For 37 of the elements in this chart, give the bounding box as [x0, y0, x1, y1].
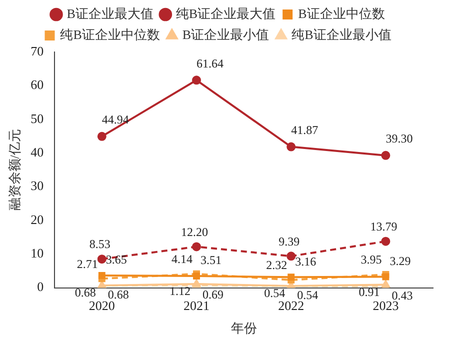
data-label: 0.54 — [264, 286, 286, 300]
data-label: 0.68 — [74, 286, 96, 300]
legend-label: 纯B证企业中位数 — [60, 26, 160, 42]
data-label: 2.32 — [266, 258, 288, 272]
y-tick-label: 20 — [30, 212, 44, 227]
data-label: 8.53 — [89, 237, 110, 252]
y-tick-label: 60 — [30, 77, 44, 92]
y-axis-title: 融资余额/亿元 — [7, 129, 22, 211]
data-label: 61.64 — [196, 56, 224, 70]
data-label: 9.39 — [278, 234, 300, 248]
data-label: 44.94 — [102, 112, 129, 127]
y-tick-label: 0 — [37, 279, 44, 294]
legend-label: 纯B证企业最小值 — [292, 26, 392, 42]
data-label: 0.91 — [358, 284, 380, 299]
legend-label: B证企业最大值 — [66, 6, 154, 21]
data-label: 3.51 — [200, 253, 222, 268]
data-label: 1.12 — [170, 284, 190, 298]
data-label: 2.71 — [76, 256, 98, 271]
legend-label: 纯B证企业最大值 — [176, 6, 276, 21]
y-tick-label: 10 — [30, 246, 44, 261]
x-axis-title: 年份 — [230, 320, 257, 336]
y-tick-label: 50 — [30, 110, 44, 126]
data-label: 41.87 — [291, 122, 318, 137]
y-tick-label: 40 — [30, 144, 44, 160]
data-label: 4.14 — [172, 252, 192, 266]
data-label: 3.29 — [390, 254, 411, 268]
legend-label: B证企业最小值 — [182, 26, 270, 42]
data-label: 39.30 — [386, 132, 413, 146]
data-label: 3.95 — [360, 252, 382, 267]
data-label: 3.65 — [106, 252, 127, 267]
data-label: 12.20 — [181, 224, 208, 239]
y-tick-label: 70 — [30, 43, 44, 58]
y-tick-label: 30 — [30, 178, 44, 194]
x-tick-label: 2023 — [372, 298, 399, 314]
legend-label: B证企业中位数 — [298, 6, 385, 21]
data-label: 13.79 — [370, 220, 398, 234]
data-label: 3.16 — [295, 254, 316, 268]
